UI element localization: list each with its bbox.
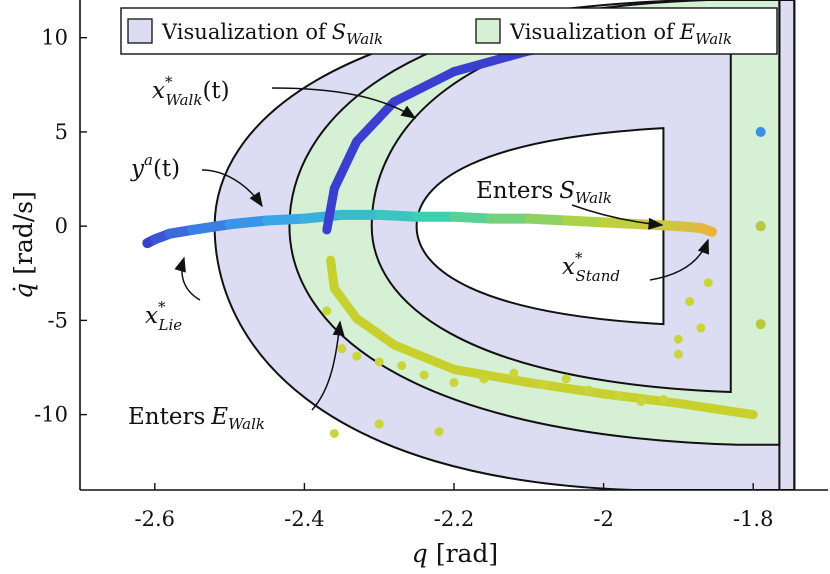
scatter-point bbox=[374, 357, 384, 367]
annotation-enters-s: Enters SWalk bbox=[476, 178, 612, 207]
x-axis-label: q [rad] bbox=[412, 539, 498, 568]
annotations: x* Walk(t) ya(t) x* Lie x* Stand Enters SWal… bbox=[128, 73, 710, 433]
trajectory-segment bbox=[374, 209, 422, 222]
trajectory-segment bbox=[561, 215, 609, 228]
scatter-point bbox=[614, 391, 624, 401]
walk-orbit-lower-segment bbox=[352, 314, 399, 350]
legend-label-s-walk: Visualization of SWalk bbox=[161, 20, 383, 48]
trajectory-segment bbox=[598, 217, 646, 230]
annotation-enters-e: Enters EWalk bbox=[128, 404, 265, 433]
scatter-point bbox=[479, 374, 489, 384]
scatter-point bbox=[374, 419, 384, 429]
trajectory-point bbox=[562, 216, 571, 225]
x-tick-label: -2.4 bbox=[284, 507, 325, 531]
annotation-lie: x* Lie bbox=[145, 298, 182, 334]
walk-orbit-upper-segment bbox=[352, 97, 399, 146]
scatter-point bbox=[658, 395, 668, 405]
scatter-point bbox=[352, 351, 362, 361]
scatter-point-right bbox=[755, 319, 766, 330]
walk-orbit-lower-segment bbox=[329, 283, 362, 323]
trajectory-point bbox=[450, 212, 458, 221]
legend-swatch-e-walk bbox=[475, 18, 501, 44]
walk-orbit-lower-segment bbox=[449, 364, 534, 388]
walk-orbit-upper-segment bbox=[329, 136, 362, 193]
scatter-point bbox=[584, 385, 594, 395]
annotation-stand: x* Stand bbox=[562, 249, 620, 285]
scatter-point bbox=[329, 428, 339, 438]
walk-orbit-lower-segment bbox=[326, 255, 339, 293]
scatter-point bbox=[419, 370, 429, 380]
trajectory-point bbox=[674, 222, 683, 231]
x-tick-label: -2.6 bbox=[135, 507, 176, 531]
trajectory-point bbox=[165, 229, 174, 238]
trajectory-point bbox=[599, 218, 608, 227]
scatter-point bbox=[673, 334, 683, 344]
scatter-point-right bbox=[755, 221, 766, 232]
walk-orbit-upper-segment bbox=[389, 67, 459, 107]
annotation-output: ya(t) bbox=[130, 151, 180, 182]
trajectory-point bbox=[412, 212, 421, 221]
trajectory-point bbox=[375, 210, 384, 219]
arrow-lie bbox=[174, 256, 201, 301]
trajectory-point bbox=[263, 216, 271, 225]
scatter-point bbox=[337, 344, 347, 354]
trajectory-point bbox=[188, 225, 197, 234]
scatter-point bbox=[322, 306, 332, 316]
trajectory-point bbox=[143, 239, 152, 248]
legend: Visualization of SWalk Visualization of EW… bbox=[120, 7, 778, 55]
legend-label-e-walk: Visualization of EWalk bbox=[509, 20, 732, 48]
y-tick-label: -5 bbox=[48, 308, 68, 332]
scatter-point bbox=[449, 378, 459, 388]
y-tick-label: -10 bbox=[34, 403, 68, 427]
scatter-point bbox=[509, 368, 519, 378]
x-tick-label: -2.2 bbox=[434, 507, 475, 531]
trajectory-point bbox=[337, 210, 346, 219]
scatter-point bbox=[561, 374, 571, 384]
trajectory-segment bbox=[299, 209, 347, 224]
arrow-enters-e bbox=[311, 320, 345, 411]
scatter-point bbox=[397, 361, 407, 371]
trajectory-point bbox=[524, 214, 533, 223]
trajectory-segment bbox=[449, 211, 497, 224]
arrow-enters-s bbox=[571, 204, 664, 230]
trajectory-point bbox=[708, 227, 717, 236]
trajectory-point bbox=[225, 220, 234, 229]
walk-orbit-lower-segment bbox=[673, 398, 758, 420]
trajectory-point bbox=[300, 214, 309, 223]
legend-box bbox=[120, 7, 778, 55]
scatter-point bbox=[685, 297, 695, 307]
scatter-point bbox=[539, 379, 549, 389]
scatter-point-right bbox=[755, 126, 766, 137]
trajectory-segment bbox=[262, 213, 310, 226]
y-tick-label: 0 bbox=[55, 214, 68, 238]
scatter-point bbox=[696, 323, 706, 333]
annotation-walk-orbit: x* Walk(t) bbox=[152, 73, 230, 109]
scatter-point bbox=[673, 349, 683, 359]
trajectory-segment bbox=[187, 219, 235, 235]
x-tick-label: -2 bbox=[593, 507, 613, 531]
y-tick-label: 5 bbox=[55, 120, 68, 144]
trajectory-segment bbox=[224, 215, 272, 230]
walk-orbit-upper-segment bbox=[322, 183, 339, 235]
walk-orbit-lower-segment bbox=[389, 340, 459, 374]
legend-swatch-s-walk bbox=[127, 18, 153, 44]
scatter-point bbox=[703, 278, 713, 288]
trajectory-point bbox=[696, 224, 705, 233]
trajectory-point bbox=[487, 214, 496, 223]
arrow-walk-orbit bbox=[271, 87, 417, 119]
arrow-stand bbox=[649, 238, 710, 281]
trajectory-segment bbox=[523, 213, 572, 226]
arrow-output bbox=[201, 169, 263, 208]
ticks-layer: -2.6 -2.4 -2.2 -2 -1.8 10 5 0 -5 -10 bbox=[34, 26, 773, 531]
scatter-point bbox=[434, 427, 444, 437]
y-axis-label: q̇[rad/s] bbox=[9, 191, 38, 299]
region-boundary-4 bbox=[415, 127, 665, 326]
y-tick-label: 10 bbox=[41, 26, 68, 50]
trajectory-point bbox=[150, 235, 159, 244]
scatter-point bbox=[636, 396, 646, 406]
x-tick-label: -1.8 bbox=[733, 507, 774, 531]
